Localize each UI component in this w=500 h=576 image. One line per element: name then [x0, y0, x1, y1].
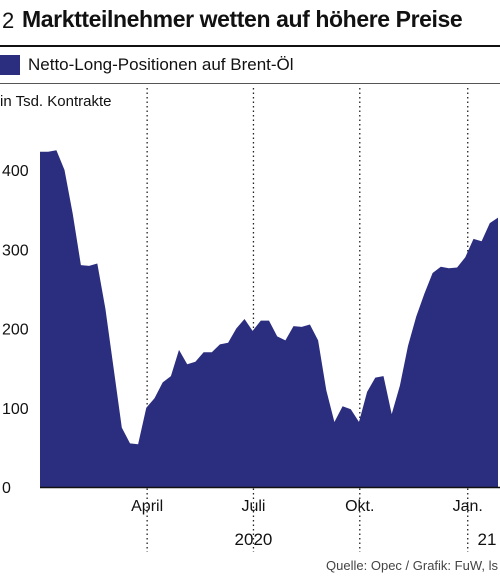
series-area — [40, 150, 498, 487]
x-tick-label: Okt. — [345, 498, 374, 515]
y-tick-label: 100 — [2, 401, 29, 418]
area-layer — [40, 150, 498, 487]
legend-swatch — [0, 55, 20, 75]
x-tick-label: April — [131, 498, 163, 515]
year-label: 21 — [478, 530, 497, 549]
x-tick-label: Jan. — [453, 498, 483, 515]
y-tick-label: 400 — [2, 163, 29, 180]
x-tick-label: Juli — [241, 498, 265, 515]
legend-rule — [0, 83, 500, 84]
unit-label: in Tsd. Kontrakte — [0, 93, 112, 110]
legend: Netto-Long-Positionen auf Brent-Öl — [0, 54, 294, 76]
y-tick-label: 0 — [2, 480, 11, 497]
chart-number: 2 — [2, 8, 15, 33]
label-layer: 0 100 200 300 400 April Juli Okt. Jan. 2020 21 — [2, 163, 496, 549]
y-tick-label: 300 — [2, 242, 29, 259]
chart-title: Marktteilnehmer wetten auf höhere Preise — [22, 6, 463, 32]
legend-label: Netto-Long-Positionen auf Brent-Öl — [28, 55, 294, 74]
y-tick-label: 200 — [2, 322, 29, 339]
source-note: Quelle: Opec / Grafik: FuW, ls — [326, 558, 498, 573]
title-rule — [0, 45, 500, 47]
year-label: 2020 — [235, 530, 273, 549]
grid-layer — [146, 88, 469, 552]
